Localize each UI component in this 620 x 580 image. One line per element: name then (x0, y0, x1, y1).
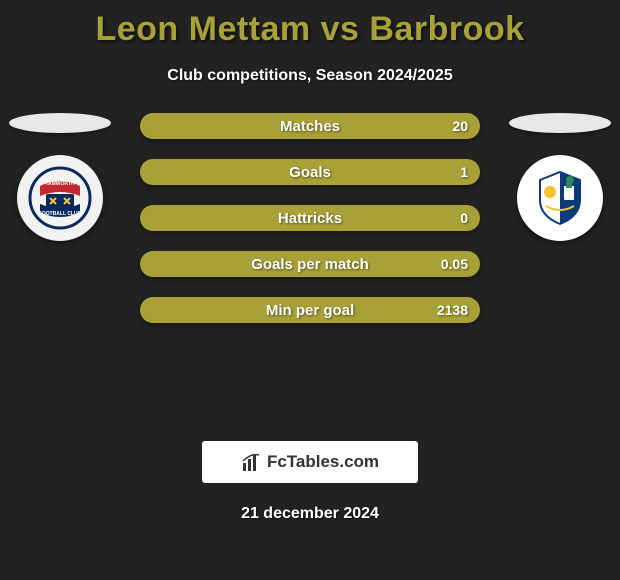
stat-right-value: 2138 (437, 302, 468, 318)
stat-row-goals-per-match: Goals per match 0.05 (140, 251, 480, 277)
club-badge-right-icon (528, 166, 592, 230)
stat-label: Goals per match (251, 256, 369, 273)
page-title: Leon Mettam vs Barbrook (0, 0, 620, 49)
stat-right-value: 0 (460, 210, 468, 226)
svg-text:TAMWORTH: TAMWORTH (45, 181, 75, 187)
player-left-club-badge: FOOTBALL CLUB TAMWORTH (17, 155, 103, 241)
stat-right-value: 1 (460, 164, 468, 180)
stat-label: Matches (280, 118, 340, 135)
player-left-column: FOOTBALL CLUB TAMWORTH (0, 113, 120, 241)
stat-row-goals: Goals 1 (140, 159, 480, 185)
stat-bars: Matches 20 Goals 1 Hattricks 0 Goals per… (140, 113, 480, 343)
stat-label: Goals (289, 164, 331, 181)
stat-right-value: 0.05 (441, 256, 468, 272)
club-badge-left-icon: FOOTBALL CLUB TAMWORTH (28, 166, 92, 230)
stat-row-hattricks: Hattricks 0 (140, 205, 480, 231)
stat-row-matches: Matches 20 (140, 113, 480, 139)
date-text: 21 december 2024 (0, 505, 620, 523)
svg-text:FOOTBALL CLUB: FOOTBALL CLUB (39, 211, 82, 217)
player-right-column (500, 113, 620, 241)
subtitle: Club competitions, Season 2024/2025 (0, 67, 620, 85)
brand-text: FcTables.com (267, 452, 379, 472)
stats-content: FOOTBALL CLUB TAMWORTH Matches 20 (0, 113, 620, 423)
stat-right-value: 20 (452, 118, 468, 134)
stat-row-min-per-goal: Min per goal 2138 (140, 297, 480, 323)
player-left-photo-placeholder (9, 113, 111, 133)
stat-label: Hattricks (278, 210, 342, 227)
brand-box[interactable]: FcTables.com (202, 441, 418, 483)
player-right-club-badge (517, 155, 603, 241)
stat-label: Min per goal (266, 302, 354, 319)
player-right-photo-placeholder (509, 113, 611, 133)
brand-chart-icon (241, 451, 263, 473)
